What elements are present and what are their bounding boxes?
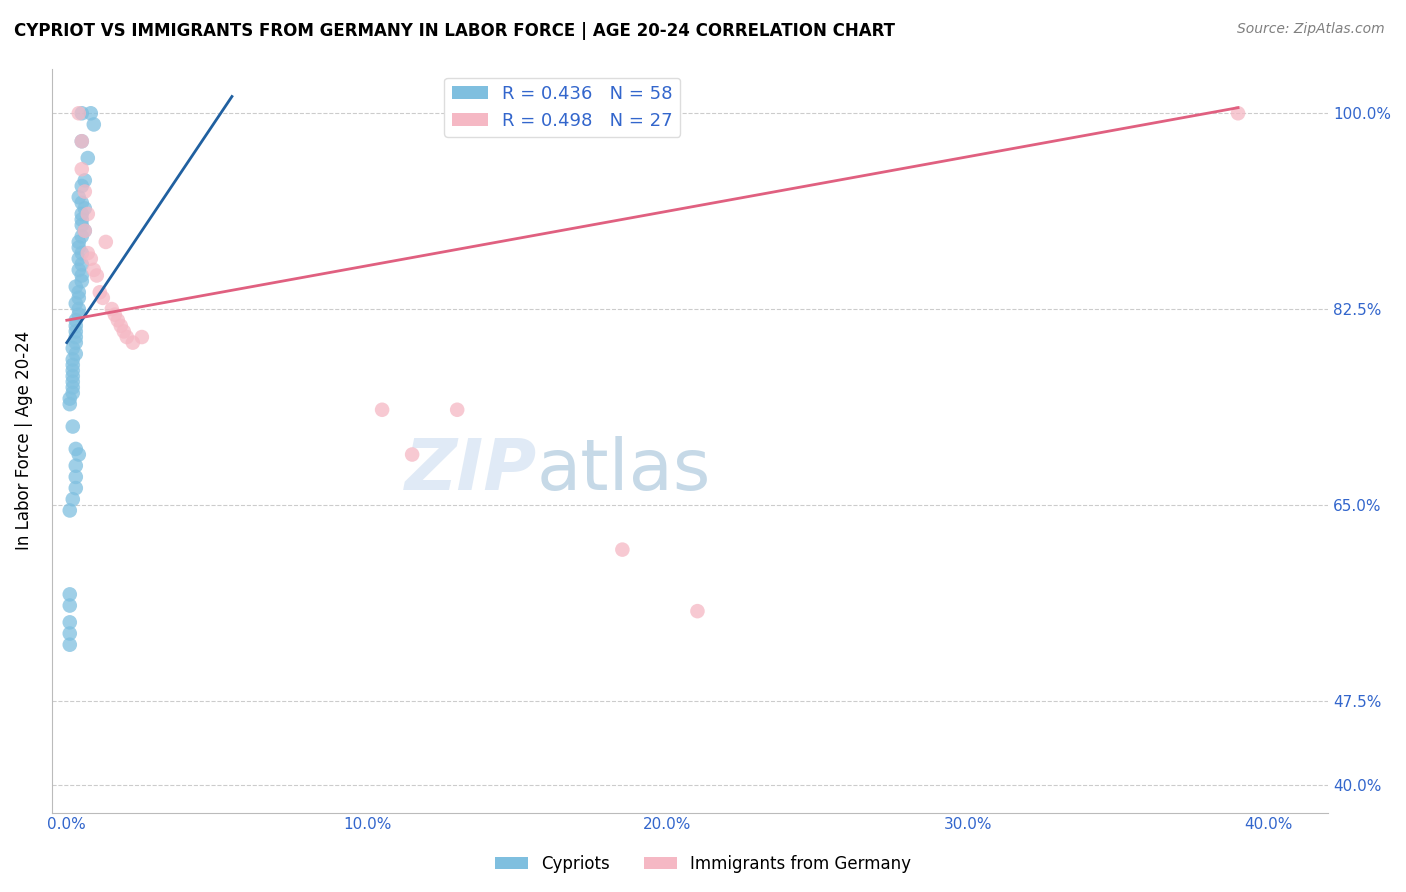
Point bbox=[70, 274, 93, 288]
Point bbox=[76, 246, 98, 260]
Text: CYPRIOT VS IMMIGRANTS FROM GERMANY IN LABOR FORCE | AGE 20-24 CORRELATION CHART: CYPRIOT VS IMMIGRANTS FROM GERMANY IN LA… bbox=[14, 22, 896, 40]
Point bbox=[59, 503, 82, 517]
Point bbox=[70, 268, 93, 283]
Point bbox=[65, 313, 87, 327]
Point bbox=[80, 252, 103, 266]
Point bbox=[86, 268, 108, 283]
Point bbox=[59, 626, 82, 640]
Point bbox=[73, 224, 96, 238]
Point bbox=[70, 212, 93, 227]
Point bbox=[446, 402, 468, 417]
Point bbox=[65, 470, 87, 484]
Point bbox=[62, 375, 84, 389]
Point bbox=[73, 224, 96, 238]
Point bbox=[91, 291, 114, 305]
Point bbox=[67, 252, 90, 266]
Point bbox=[65, 442, 87, 456]
Point bbox=[62, 363, 84, 377]
Point bbox=[65, 318, 87, 333]
Point bbox=[65, 325, 87, 339]
Y-axis label: In Labor Force | Age 20-24: In Labor Force | Age 20-24 bbox=[15, 331, 32, 550]
Point bbox=[70, 162, 93, 177]
Point bbox=[65, 279, 87, 293]
Point bbox=[70, 134, 93, 148]
Legend: R = 0.436   N = 58, R = 0.498   N = 27: R = 0.436 N = 58, R = 0.498 N = 27 bbox=[444, 78, 681, 137]
Point bbox=[70, 218, 93, 232]
Point bbox=[65, 335, 87, 350]
Point bbox=[73, 202, 96, 216]
Point bbox=[76, 151, 98, 165]
Point bbox=[94, 235, 117, 249]
Point bbox=[83, 118, 105, 132]
Point bbox=[76, 207, 98, 221]
Point bbox=[70, 179, 93, 194]
Point bbox=[371, 402, 394, 417]
Point bbox=[65, 296, 87, 310]
Point bbox=[62, 358, 84, 372]
Point bbox=[70, 106, 93, 120]
Point bbox=[59, 392, 82, 406]
Point bbox=[89, 285, 111, 300]
Point bbox=[70, 257, 93, 271]
Point bbox=[59, 397, 82, 411]
Point bbox=[73, 185, 96, 199]
Point bbox=[612, 542, 634, 557]
Point bbox=[70, 134, 93, 148]
Point bbox=[67, 106, 90, 120]
Point bbox=[62, 352, 84, 367]
Point bbox=[59, 615, 82, 630]
Point bbox=[131, 330, 153, 344]
Point bbox=[67, 448, 90, 462]
Text: ZIP: ZIP bbox=[405, 436, 537, 505]
Point bbox=[121, 335, 143, 350]
Point bbox=[67, 308, 90, 322]
Point bbox=[59, 587, 82, 601]
Point bbox=[67, 235, 90, 249]
Point bbox=[62, 492, 84, 507]
Point bbox=[107, 313, 129, 327]
Point bbox=[67, 291, 90, 305]
Point bbox=[62, 341, 84, 355]
Point bbox=[401, 448, 423, 462]
Point bbox=[67, 241, 90, 255]
Text: atlas: atlas bbox=[537, 436, 711, 505]
Point bbox=[67, 301, 90, 316]
Point bbox=[73, 173, 96, 187]
Point bbox=[59, 638, 82, 652]
Point bbox=[65, 458, 87, 473]
Point bbox=[80, 106, 103, 120]
Point bbox=[62, 386, 84, 401]
Point bbox=[101, 301, 124, 316]
Legend: Cypriots, Immigrants from Germany: Cypriots, Immigrants from Germany bbox=[488, 848, 918, 880]
Point bbox=[1227, 106, 1250, 120]
Point bbox=[686, 604, 709, 618]
Point bbox=[70, 195, 93, 210]
Point bbox=[62, 380, 84, 394]
Point bbox=[65, 481, 87, 495]
Point bbox=[62, 419, 84, 434]
Point bbox=[67, 190, 90, 204]
Point bbox=[70, 207, 93, 221]
Point bbox=[104, 308, 127, 322]
Point bbox=[112, 325, 135, 339]
Point bbox=[65, 347, 87, 361]
Point bbox=[67, 285, 90, 300]
Point bbox=[70, 246, 93, 260]
Point bbox=[65, 330, 87, 344]
Point bbox=[62, 369, 84, 384]
Point bbox=[70, 229, 93, 244]
Point bbox=[115, 330, 138, 344]
Point bbox=[110, 318, 132, 333]
Point bbox=[83, 263, 105, 277]
Point bbox=[59, 599, 82, 613]
Point bbox=[67, 263, 90, 277]
Text: Source: ZipAtlas.com: Source: ZipAtlas.com bbox=[1237, 22, 1385, 37]
